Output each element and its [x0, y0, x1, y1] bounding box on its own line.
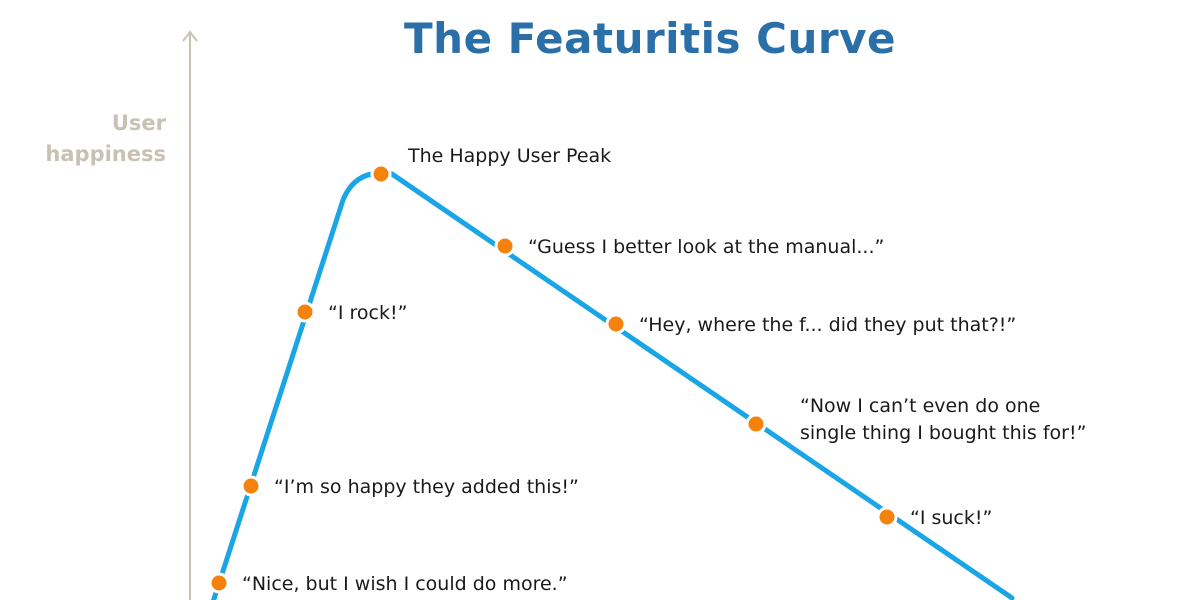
curve-point-2: “I’m so happy they added this!”	[240, 475, 579, 498]
curve-point-label: “I rock!”	[328, 302, 407, 324]
curve-point-3: “I rock!”	[294, 301, 407, 324]
curve-point-label-line: “Now I can’t even do one	[800, 395, 1040, 417]
curve-point-label-line: “Nice, but I wish I could do more.”	[242, 573, 568, 595]
curve-point-4: The Happy User Peak	[370, 145, 611, 185]
curve-point-marker	[745, 413, 767, 435]
curve-point-marker	[876, 506, 898, 528]
y-axis-label-line-2: happiness	[45, 142, 166, 166]
curve-point-label-line: “I’m so happy they added this!”	[274, 476, 579, 498]
curve-point-marker	[240, 475, 262, 497]
curve-point-label: “Guess I better look at the manual...”	[528, 236, 884, 258]
chart-title: The Featuritis Curve	[404, 14, 896, 63]
curve-point-label-line: “I suck!”	[910, 507, 992, 529]
curve-point-marker	[208, 572, 230, 594]
curve-point-label: “Now I can’t even do one single thing I b…	[800, 395, 1086, 444]
curve-points: “Nice, but I wish I could do more.” “I’m …	[208, 145, 1086, 595]
curve-point-5: “Guess I better look at the manual...”	[494, 235, 884, 258]
curve-point-label: “Nice, but I wish I could do more.”	[242, 573, 568, 595]
curve-point-label-line: single thing I bought this for!”	[800, 422, 1086, 444]
y-axis	[182, 30, 198, 600]
curve-point-marker	[294, 301, 316, 323]
curve-point-marker	[494, 235, 516, 257]
curve-point-label: “I’m so happy they added this!”	[274, 476, 579, 498]
curve-point-8: “I suck!”	[876, 506, 992, 529]
curve-point-label: The Happy User Peak	[407, 145, 611, 167]
y-axis-arrow-icon	[182, 30, 198, 42]
curve-point-1: “Nice, but I wish I could do more.”	[208, 572, 568, 595]
curve-point-label-line: The Happy User Peak	[407, 145, 611, 167]
curve-point-label: “I suck!”	[910, 507, 992, 529]
curve-point-label-line: “I rock!”	[328, 302, 407, 324]
curve-point-marker	[605, 313, 627, 335]
y-axis-label: User happiness	[20, 108, 166, 170]
curve-point-7: “Now I can’t even do one single thing I b…	[745, 395, 1086, 444]
curve-point-6: “Hey, where the f... did they put that?!…	[605, 313, 1016, 336]
curve-point-marker	[370, 163, 392, 185]
curve-point-label-line: “Hey, where the f... did they put that?!…	[639, 314, 1016, 336]
curve-point-label-line: “Guess I better look at the manual...”	[528, 236, 884, 258]
curve-point-label: “Hey, where the f... did they put that?!…	[639, 314, 1016, 336]
y-axis-label-line-1: User	[111, 111, 166, 135]
